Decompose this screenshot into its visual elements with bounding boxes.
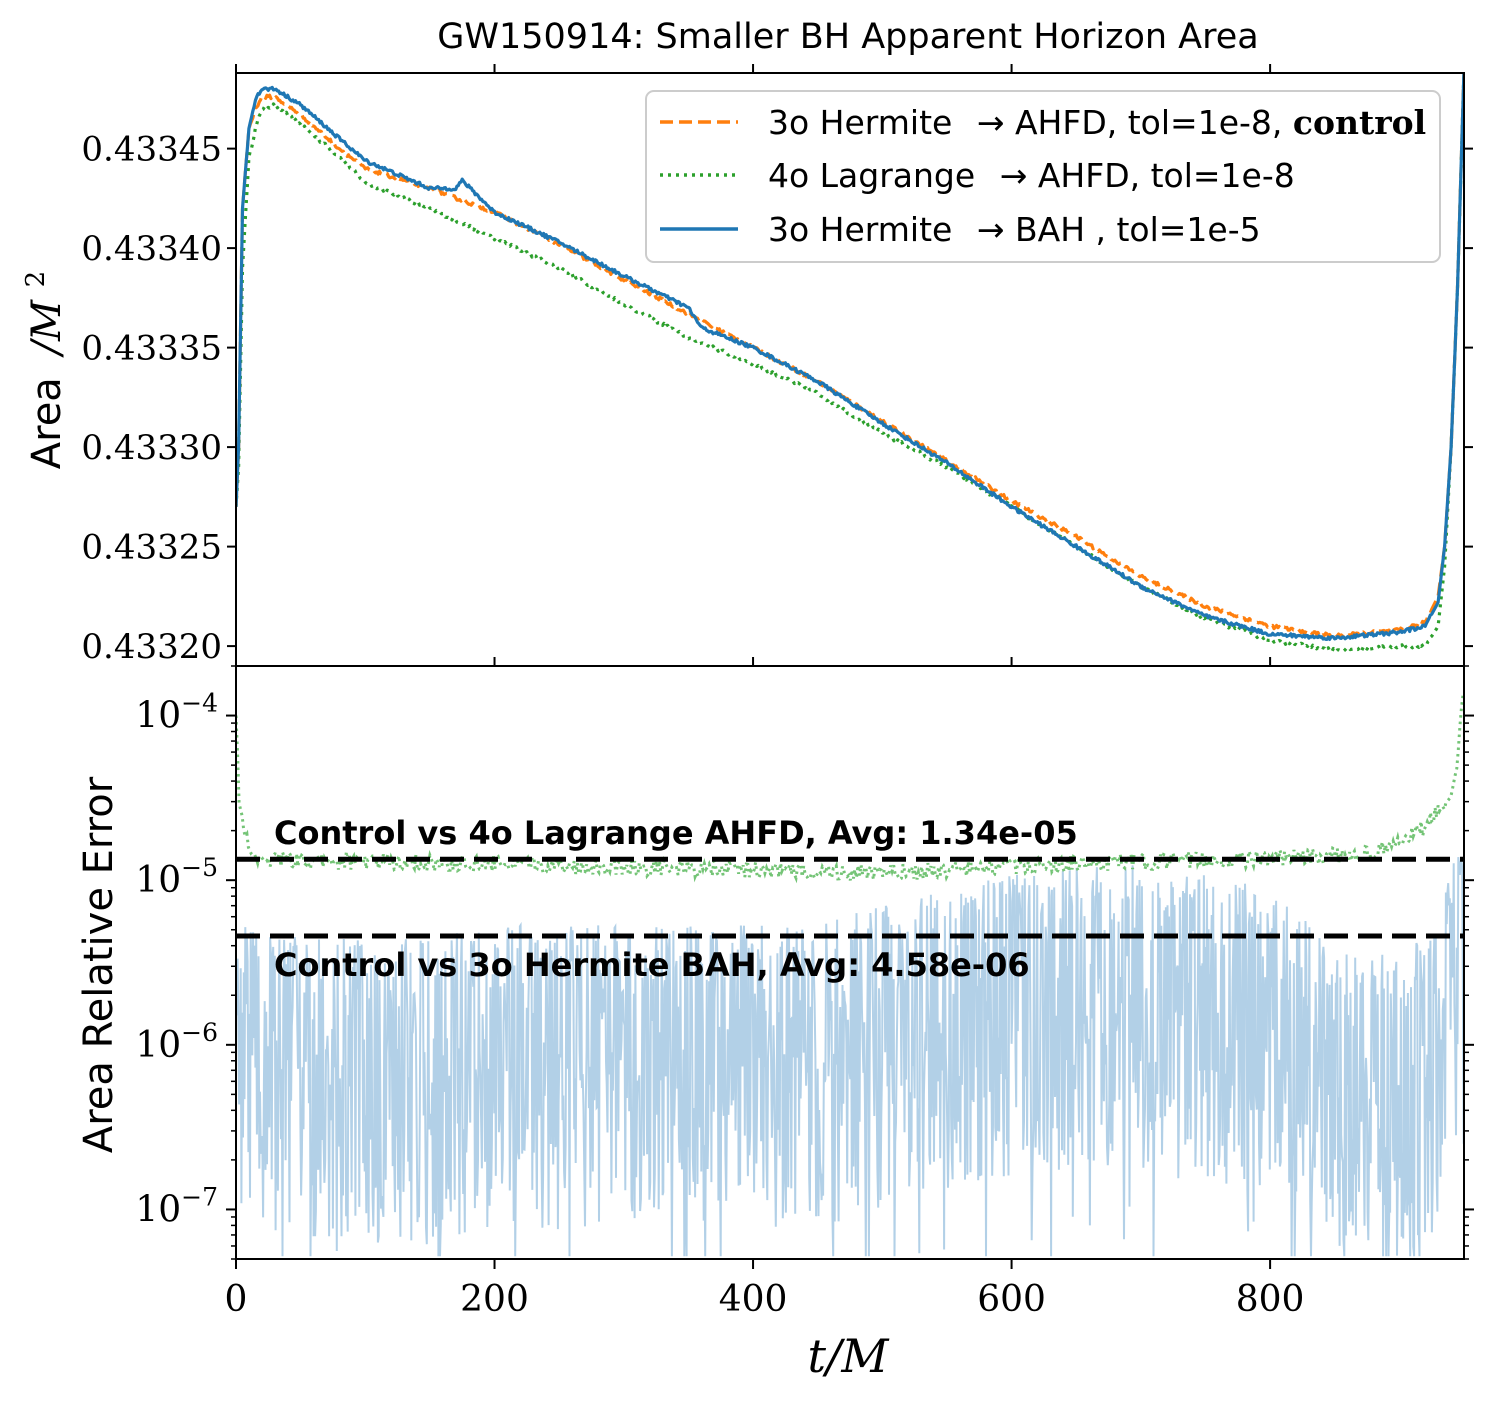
bottom-xtick-label: 800	[1236, 1279, 1305, 1320]
bottom-ytick-label: 10−5	[135, 853, 218, 901]
top-ytick-label: 0.43345	[81, 130, 222, 170]
top-ytick-label: 0.43340	[81, 229, 222, 269]
top-ytick-label: 0.43335	[81, 329, 222, 369]
bottom-xtick-label: 0	[225, 1279, 248, 1320]
legend-entry-lagrange: 4o Lagrange → AHFD, tol=1e-8	[768, 156, 1295, 195]
bottom-xtick-label: 600	[977, 1279, 1046, 1320]
bottom-axes-frame	[235, 665, 1465, 1260]
top-ytick-label: 0.43325	[81, 528, 222, 568]
hline-label-lagrange: Control vs 4o Lagrange AHFD, Avg: 1.34e-…	[274, 814, 1078, 852]
top-ytick-label: 0.43320	[81, 627, 222, 667]
legend-frame	[645, 90, 1441, 263]
bottom-ytick-label: 10−7	[135, 1182, 218, 1230]
chart-title: GW150914: Smaller BH Apparent Horizon Ar…	[437, 17, 1258, 57]
legend-entry-control: 3o Hermite → AHFD, tol=1e-8, control	[768, 103, 1426, 142]
bottom-panel: 10−4 10−5 10−6 10−7 0 200 400 600 800 Area Relat…	[76, 665, 1474, 1383]
bottom-xtick-label: 200	[460, 1279, 529, 1320]
series-line-2	[236, 73, 1464, 642]
series-line-bah-error	[236, 857, 1464, 1257]
bottom-ytick-label: 10−4	[135, 689, 218, 737]
top-panel: 0.43320 0.43325 0.43330 0.43335 0.43340 0.433…	[21, 64, 1473, 667]
legend: 3o Hermite → AHFD, tol=1e-8, control 4o …	[645, 90, 1441, 263]
legend-entry-bah: 3o Hermite → BAH , tol=1e-5	[768, 210, 1261, 249]
bottom-xtick-label: 400	[719, 1279, 788, 1320]
top-ylabel: Area /M 2	[21, 271, 70, 469]
bottom-ytick-label: 10−6	[135, 1018, 218, 1066]
series-line-1	[236, 73, 1464, 654]
hline-label-bah: Control vs 3o Hermite BAH, Avg: 4.58e-06	[274, 946, 1030, 984]
series-line-lagrange-error	[236, 694, 1464, 884]
xlabel: t/M	[807, 1329, 890, 1383]
bottom-ylabel: Area Relative Error	[76, 776, 122, 1153]
series-line-0	[236, 73, 1464, 639]
top-ytick-label: 0.43330	[81, 428, 222, 468]
